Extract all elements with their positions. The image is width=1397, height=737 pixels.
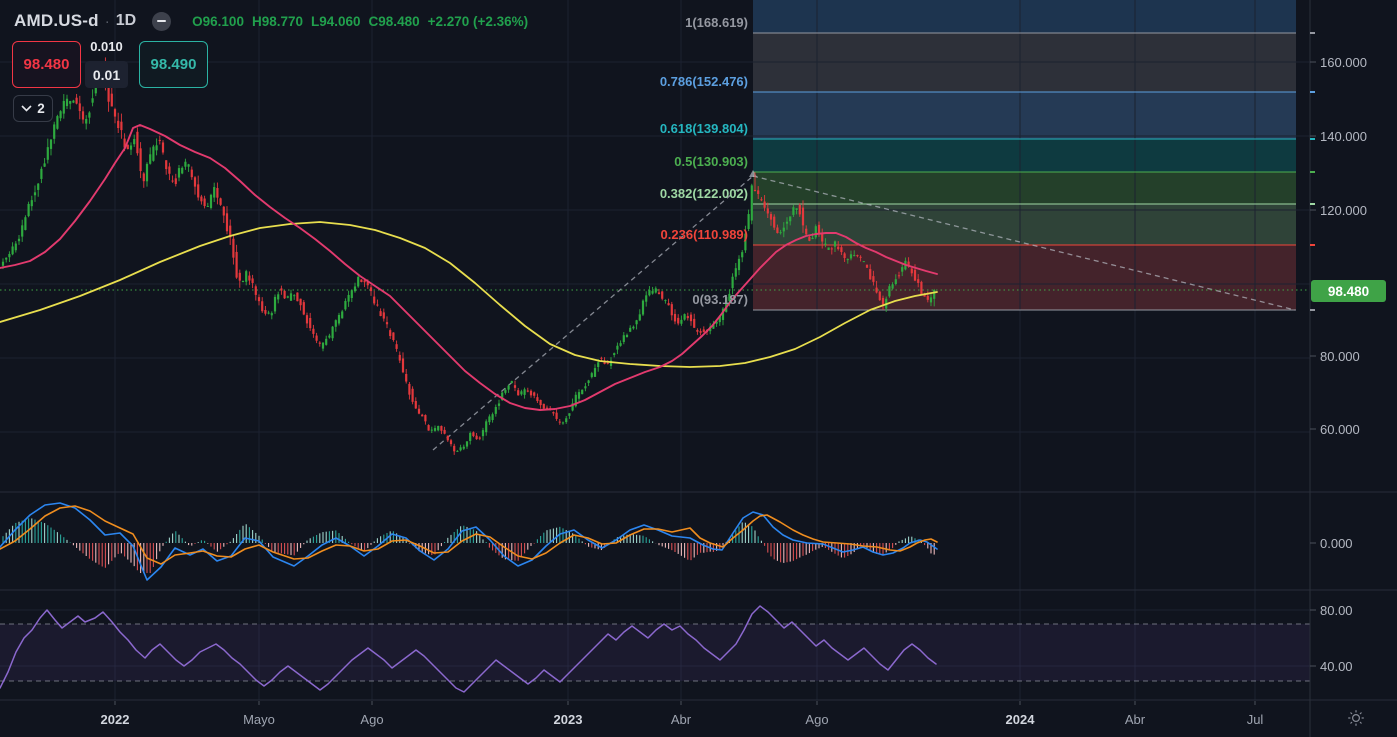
time-axis-label: 2023 [553, 712, 583, 727]
time-axis-label: Abr [1124, 712, 1146, 727]
chevron-down-icon [21, 105, 32, 112]
fib-level-label: 0.618(139.804) [659, 121, 748, 136]
chart-header: AMD.US-d · 1D O96.100 H98.770 L94.060 C9… [14, 11, 528, 31]
sell-button[interactable]: 98.480 [12, 41, 81, 88]
time-axis-label: 2024 [1005, 712, 1035, 727]
fib-zone [753, 204, 1296, 245]
price-axis-label: 0.000 [1320, 536, 1353, 551]
spread-value: 0.01 [85, 61, 128, 88]
theme-brightness-icon[interactable] [1346, 708, 1366, 728]
minus-icon [157, 20, 167, 22]
open-value: O96.100 [192, 13, 244, 29]
title-separator: · [104, 12, 110, 30]
position-counter-dropdown[interactable]: 2 [13, 95, 53, 122]
counter-value: 2 [37, 101, 45, 116]
close-value: C98.480 [368, 13, 420, 29]
price-axis-label: 80.00 [1320, 603, 1353, 618]
timeframe-label[interactable]: 1D [115, 12, 137, 29]
fib-level-label: 1(168.619) [685, 15, 748, 30]
price-axis-label: 140.000 [1320, 129, 1367, 144]
ohlc-readout: O96.100 H98.770 L94.060 C98.480 +2.270 (… [192, 14, 528, 29]
ma-fast-line [0, 124, 938, 411]
price-axis-label: 160.000 [1320, 55, 1367, 70]
time-axis-label: Ago [360, 712, 384, 727]
fib-zone [753, 0, 1296, 33]
fib-level-label: 0.5(130.903) [674, 154, 748, 169]
time-axis-label: Abr [670, 712, 692, 727]
symbol-title[interactable]: AMD.US-d [14, 11, 99, 30]
fib-zone [753, 172, 1296, 204]
fib-zone [753, 245, 1296, 310]
time-axis-label: Jul [1246, 712, 1264, 727]
time-axis-label: 2022 [100, 712, 130, 727]
fib-level-label: 0.382(122.002) [659, 186, 748, 201]
macd-line [0, 502, 938, 581]
spread-value-top: 0.010 [90, 39, 123, 54]
fib-level-label: 0.236(110.989) [660, 227, 748, 242]
high-value: H98.770 [251, 13, 303, 29]
buy-button[interactable]: 98.490 [139, 41, 208, 88]
low-value: L94.060 [311, 13, 361, 29]
trend-dashed-line [432, 175, 754, 451]
price-axis-label: 120.000 [1320, 203, 1367, 218]
change-value: +2.270 (+2.36%) [427, 13, 529, 29]
time-axis-label: Mayo [243, 712, 275, 727]
price-axis-label: 60.000 [1320, 422, 1360, 437]
price-axis-label: 40.00 [1320, 659, 1353, 674]
macd-signal-line [0, 505, 938, 565]
fib-level-label: 0(93.187) [692, 292, 748, 307]
trend-dashed-line [752, 175, 1296, 311]
time-axis-label: Ago [805, 712, 829, 727]
collapse-widget-button[interactable] [152, 11, 172, 31]
fib-zone [753, 139, 1296, 172]
last-price-badge: 98.480 [1311, 280, 1386, 302]
fib-level-label: 0.786(152.476) [659, 74, 748, 89]
fib-zone [753, 92, 1296, 139]
ma-slow-line [0, 221, 938, 368]
rsi-line [0, 605, 937, 693]
price-axis-label: 80.000 [1320, 349, 1360, 364]
